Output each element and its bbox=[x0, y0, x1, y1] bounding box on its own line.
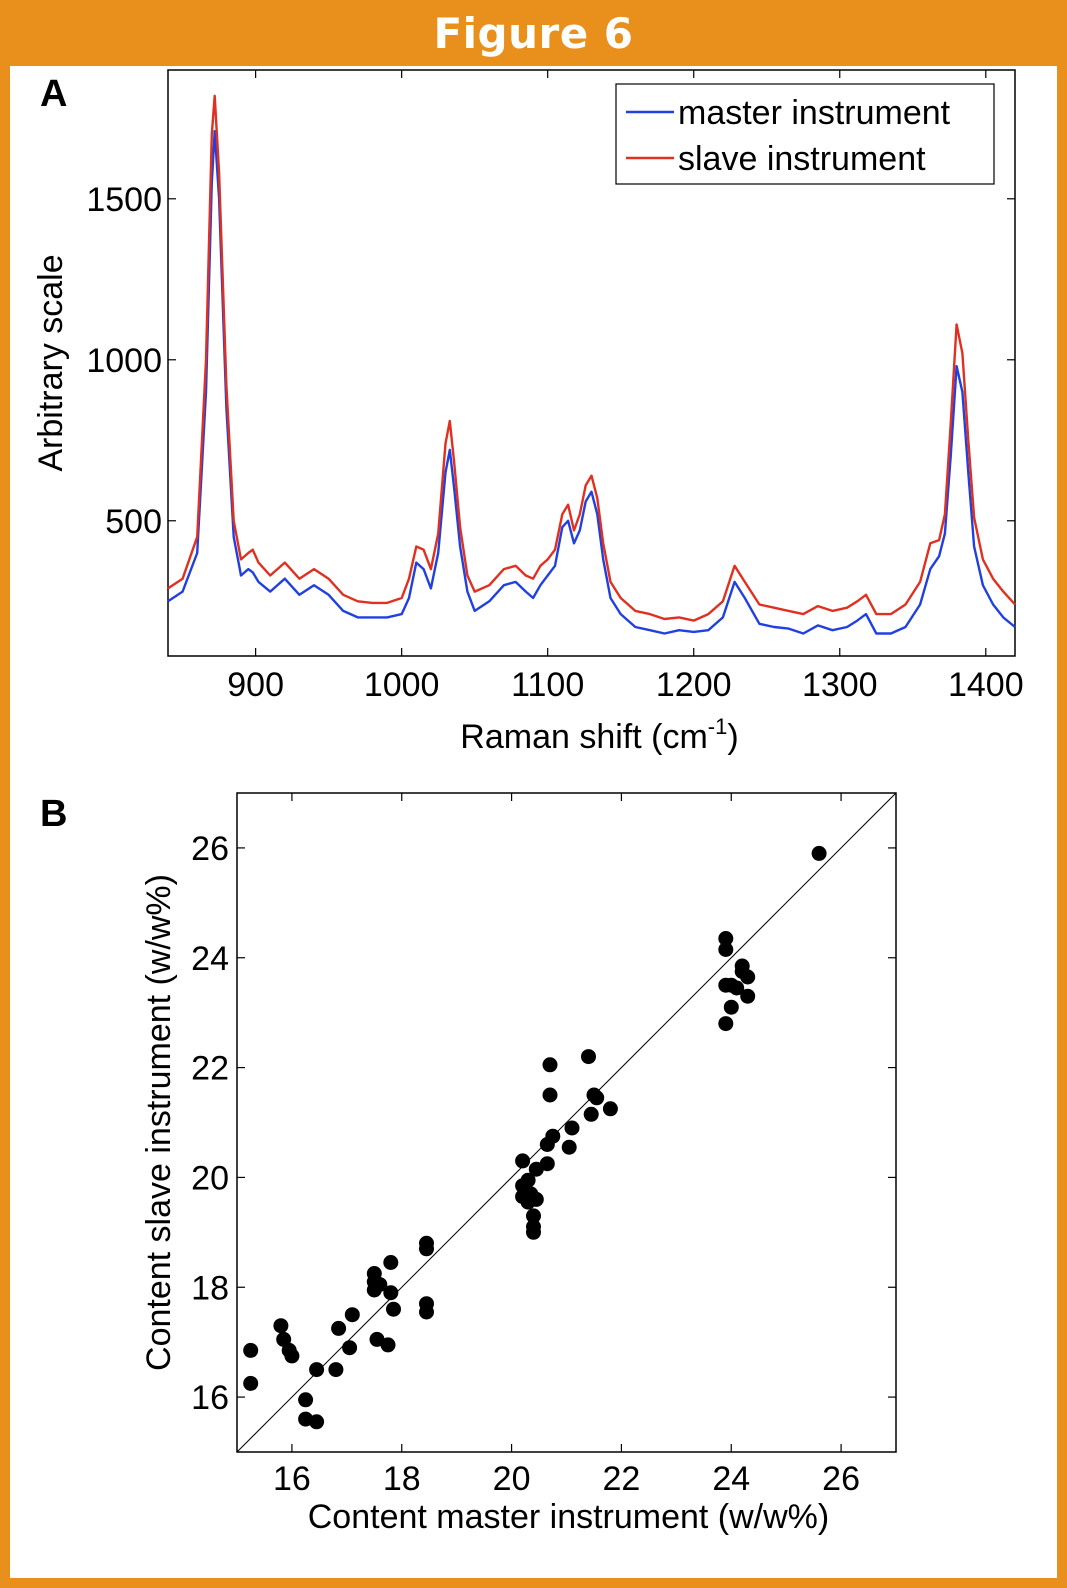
legend-label: slave instrument bbox=[678, 140, 926, 178]
scatter-point bbox=[380, 1337, 396, 1353]
scatter-point bbox=[298, 1392, 314, 1408]
x-tick-label: 22 bbox=[603, 1460, 641, 1498]
x-axis-label: Raman shift (cm-1) bbox=[460, 714, 738, 756]
scatter-point bbox=[542, 1057, 558, 1073]
scatter-point bbox=[331, 1320, 347, 1336]
x-axis-label-sup: -1 bbox=[708, 714, 728, 739]
x-tick-label: 18 bbox=[383, 1460, 421, 1498]
x-tick-label: 1000 bbox=[364, 666, 440, 704]
y-tick-label: 20 bbox=[191, 1159, 229, 1197]
scatter-point bbox=[243, 1375, 259, 1391]
scatter-point bbox=[526, 1208, 541, 1224]
x-tick-label: 1400 bbox=[948, 666, 1024, 704]
y-tick-label: 24 bbox=[191, 940, 229, 978]
scatter-point bbox=[564, 1120, 580, 1136]
x-tick-label: 1300 bbox=[802, 666, 878, 704]
scatter-point bbox=[718, 1016, 734, 1032]
figure-title: Figure 6 bbox=[433, 8, 634, 58]
y-tick-label: 22 bbox=[191, 1050, 229, 1088]
scatter-point bbox=[344, 1307, 360, 1323]
scatter-point bbox=[729, 980, 745, 996]
x-tick-label: 24 bbox=[712, 1460, 750, 1498]
scatter-point bbox=[811, 845, 827, 861]
scatter-point bbox=[309, 1362, 325, 1378]
scatter-point bbox=[528, 1161, 544, 1177]
raman-spectrum-chart: 900 1000 1100 1200 1300 1400 500 1000 1500 master… bbox=[32, 69, 1024, 756]
x-axis-label: Content master instrument (w/w%) bbox=[308, 1498, 830, 1536]
scatter-point bbox=[273, 1318, 289, 1334]
x-tick-label: 26 bbox=[822, 1460, 860, 1498]
y-tick-label: 26 bbox=[191, 830, 229, 868]
y-tick-label: 18 bbox=[191, 1269, 229, 1307]
y-tick-label: 1000 bbox=[86, 342, 162, 380]
scatter-point bbox=[515, 1153, 531, 1169]
figure-panel: 900 1000 1100 1200 1300 1400 500 1000 1500 master… bbox=[10, 66, 1057, 1578]
scatter-point bbox=[589, 1090, 605, 1106]
panel-label: A bbox=[40, 73, 67, 115]
plot-area bbox=[236, 792, 897, 1453]
x-axis-label-suffix: ) bbox=[727, 718, 738, 756]
y-tick-label: 1500 bbox=[86, 181, 162, 219]
x-axis-label-main: Raman shift (cm bbox=[460, 718, 708, 756]
scatter-point bbox=[740, 988, 756, 1004]
content-scatter-chart: 16 18 20 22 24 26 16 18 20 22 24 26 B Content master … bbox=[40, 792, 897, 1536]
scatter-point bbox=[583, 1106, 599, 1122]
scatter-point bbox=[383, 1255, 399, 1270]
plot-area bbox=[167, 69, 1016, 657]
scatter-point bbox=[386, 1301, 401, 1317]
scatter-point bbox=[383, 1285, 399, 1301]
scatter-point bbox=[542, 1087, 558, 1103]
scatter-point bbox=[581, 1049, 596, 1065]
scatter-point bbox=[419, 1241, 434, 1257]
identity-line bbox=[236, 792, 897, 1453]
scatter-point bbox=[539, 1137, 555, 1152]
scatter-point bbox=[526, 1224, 541, 1240]
scatter-point bbox=[284, 1348, 300, 1364]
scatter-point bbox=[328, 1362, 344, 1378]
legend-label: master instrument bbox=[678, 94, 951, 132]
scatter-point bbox=[342, 1340, 358, 1356]
series-line-slave bbox=[167, 94, 1016, 622]
scatter-point bbox=[740, 969, 756, 985]
x-tick-label: 1200 bbox=[656, 666, 732, 704]
scatter-point bbox=[723, 999, 739, 1015]
scatter-point bbox=[602, 1101, 618, 1117]
x-tick-label: 1100 bbox=[511, 666, 584, 704]
legend: master instrument slave instrument bbox=[615, 83, 995, 185]
y-axis-label: Arbitrary scale bbox=[32, 254, 70, 471]
scatter-point bbox=[243, 1342, 259, 1358]
y-tick-label: 500 bbox=[105, 503, 162, 541]
scatter-point bbox=[718, 931, 734, 946]
scatter-point bbox=[309, 1414, 325, 1430]
scatter-point bbox=[366, 1282, 382, 1298]
y-axis-label: Content slave instrument (w/w%) bbox=[140, 874, 178, 1371]
legend-box bbox=[615, 83, 995, 185]
series-line-master bbox=[167, 129, 1016, 635]
scatter-point bbox=[419, 1304, 434, 1320]
scatter-point bbox=[520, 1194, 536, 1210]
scatter-point bbox=[718, 942, 734, 957]
panel-label: B bbox=[40, 793, 67, 835]
y-tick-label: 16 bbox=[191, 1379, 229, 1417]
figure-header: Figure 6 bbox=[0, 0, 1067, 66]
scatter-point bbox=[561, 1139, 577, 1155]
x-tick-label: 20 bbox=[493, 1460, 531, 1498]
x-tick-label: 16 bbox=[273, 1460, 311, 1498]
x-tick-label: 900 bbox=[227, 666, 284, 704]
